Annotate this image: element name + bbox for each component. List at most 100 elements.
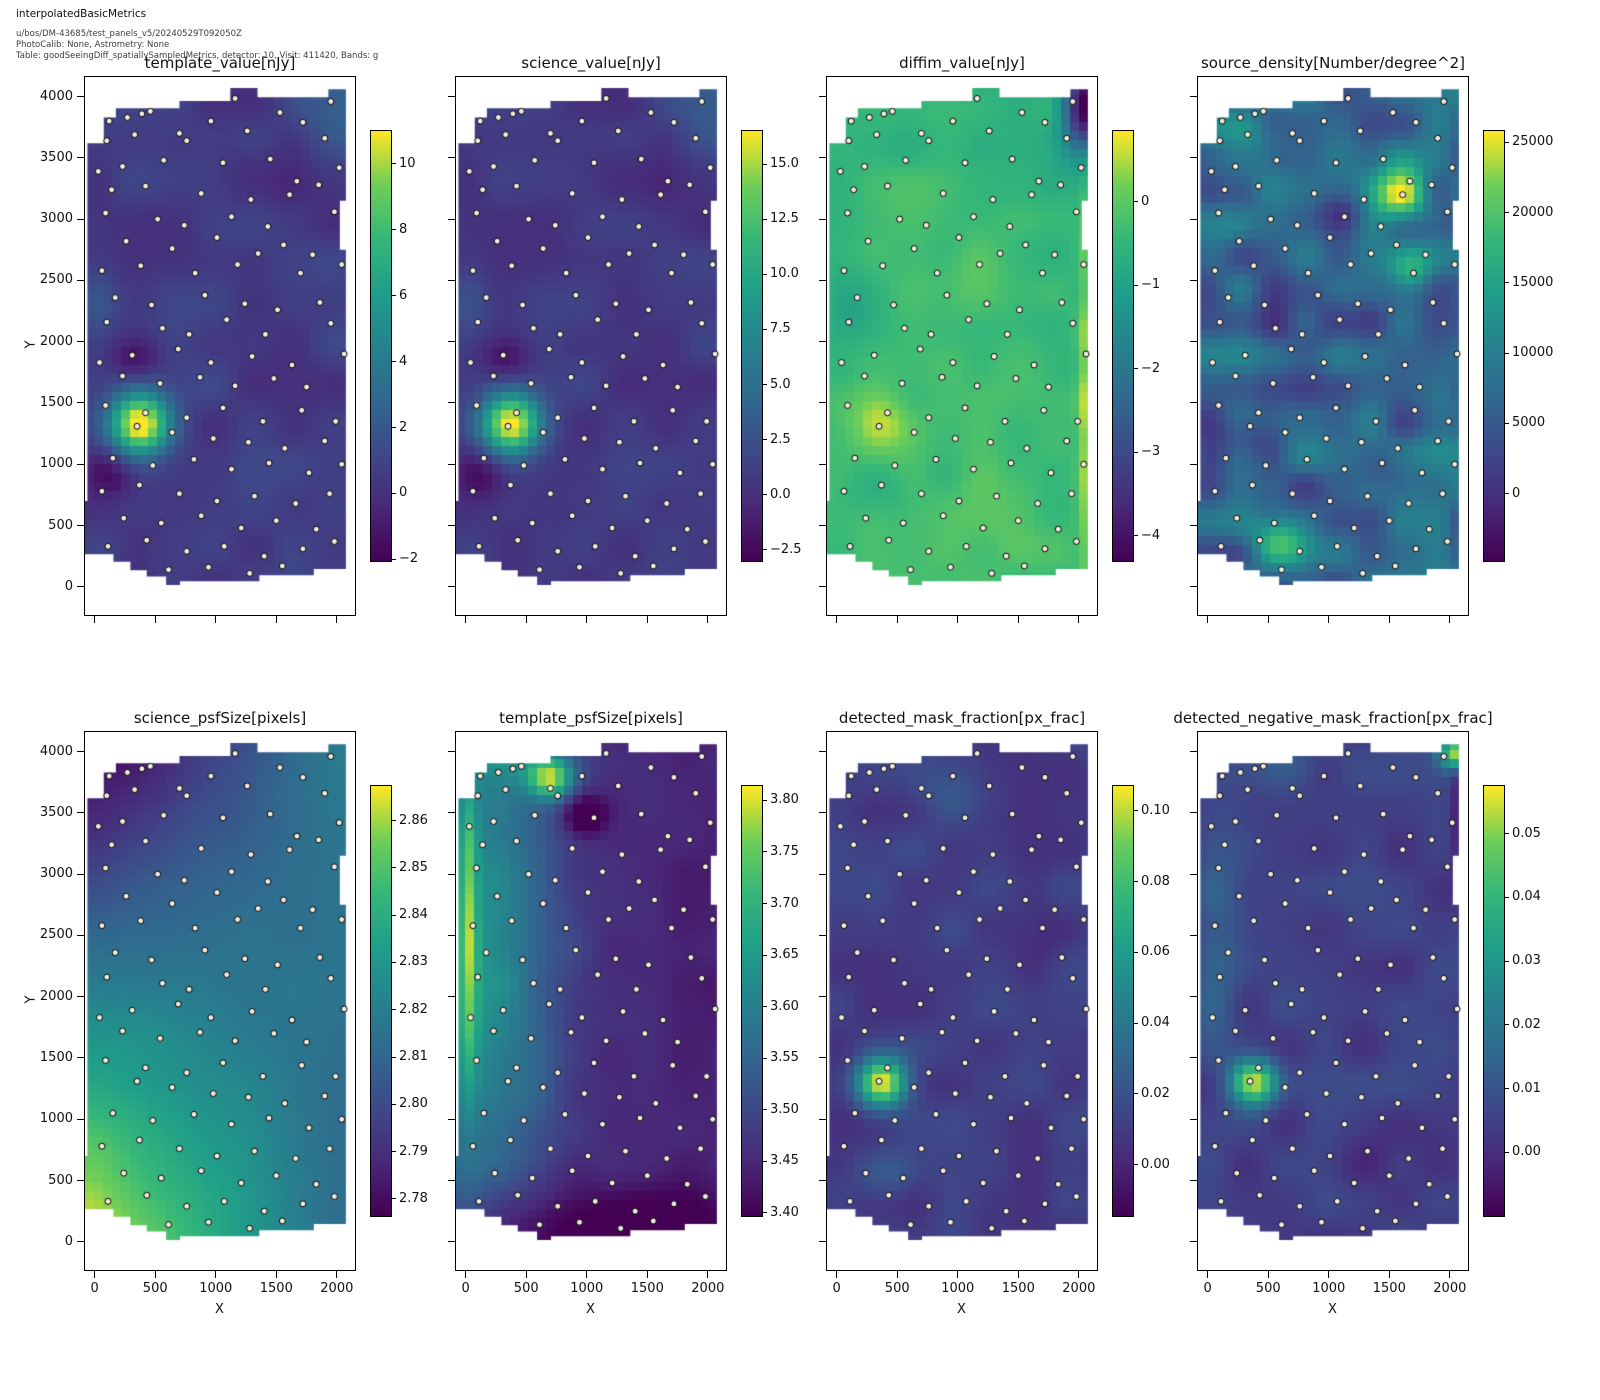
y-tick-mark [819, 463, 826, 465]
y-tick-mark [77, 1057, 84, 1059]
y-tick-mark [819, 96, 826, 98]
x-tick-label: 0 [1203, 1281, 1212, 1296]
colorbar-tick-label: −1 [1141, 277, 1161, 293]
y-tick-label: 1500 [39, 1049, 73, 1065]
subplot-title: diffim_value[nJy] [899, 54, 1025, 72]
colorbar-tick-mark [1134, 1022, 1138, 1024]
colorbar-tick-mark [1505, 422, 1509, 424]
y-tick-mark [819, 934, 826, 936]
x-tick-mark [896, 1271, 898, 1278]
y-tick-mark [819, 525, 826, 527]
colorbar-tick-label: 2.82 [399, 1001, 428, 1017]
subplot-title: source_density[Number/degree^2] [1200, 54, 1465, 72]
colorbar-tick-label: 10 [399, 155, 416, 171]
x-tick-mark [1328, 1271, 1330, 1278]
colorbar-tick-mark [1134, 810, 1138, 812]
y-tick-mark [819, 996, 826, 998]
subplot-title: science_value[nJy] [521, 54, 661, 72]
colorbar-tick-mark [763, 494, 767, 496]
x-tick-mark [646, 1271, 648, 1278]
colorbar-tick-label: 0.02 [1512, 1016, 1541, 1032]
colorbar-tick-mark [763, 218, 767, 220]
colorbar-tick-label: 2.5 [770, 431, 791, 447]
y-tick-mark [1190, 157, 1197, 159]
heatmap-canvas [455, 731, 727, 1271]
x-tick-mark [94, 1271, 96, 1278]
y-tick-mark [77, 463, 84, 465]
y-tick-mark [448, 402, 455, 404]
y-tick-mark [819, 341, 826, 343]
y-tick-mark [1190, 1118, 1197, 1120]
colorbar [1112, 130, 1134, 562]
colorbar-tick-mark [1505, 896, 1509, 898]
y-tick-mark [1190, 996, 1197, 998]
colorbar-tick-label: 15000 [1512, 274, 1554, 290]
x-tick-mark [1017, 616, 1019, 623]
colorbar-tick-label: 3.55 [770, 1050, 799, 1066]
colorbar-tick-label: 3.45 [770, 1153, 799, 1169]
y-tick-label: 0 [64, 1233, 73, 1249]
colorbar-tick-mark [1505, 141, 1509, 143]
colorbar-tick-mark [1505, 352, 1509, 354]
x-tick-label: 500 [142, 1281, 168, 1296]
x-tick-label: 500 [884, 1281, 910, 1296]
colorbar-tick-mark [1134, 951, 1138, 953]
y-tick-mark [77, 279, 84, 281]
y-tick-mark [77, 1118, 84, 1120]
y-tick-mark [448, 586, 455, 588]
y-tick-label: 1000 [39, 1111, 73, 1127]
heatmap-canvas [1197, 76, 1469, 616]
x-tick-label: 500 [1255, 1281, 1281, 1296]
subplot-title: template_psfSize[pixels] [499, 709, 683, 727]
x-tick-mark [154, 1271, 156, 1278]
y-tick-mark [448, 934, 455, 936]
x-tick-mark [1267, 1271, 1269, 1278]
x-tick-label: 0 [832, 1281, 841, 1296]
colorbar-tick-mark [763, 1057, 767, 1059]
colorbar-tick-mark [1505, 833, 1509, 835]
colorbar-tick-mark [1134, 201, 1138, 203]
y-tick-label: 2500 [39, 927, 73, 943]
x-tick-mark [1078, 616, 1080, 623]
colorbar-tick-label: 6 [399, 287, 408, 303]
x-tick-mark [525, 616, 527, 623]
y-tick-mark [77, 96, 84, 98]
y-tick-mark [448, 751, 455, 753]
x-tick-mark [1449, 1271, 1451, 1278]
colorbar-tick-label: 2.85 [399, 859, 428, 875]
colorbar-tick-label: 3.50 [770, 1101, 799, 1117]
colorbar-tick-label: −3 [1141, 444, 1161, 460]
colorbar-tick-label: 0.01 [1512, 1080, 1541, 1096]
y-tick-mark [1190, 218, 1197, 220]
x-tick-mark [465, 616, 467, 623]
colorbar [370, 785, 392, 1217]
colorbar-tick-label: −2.5 [770, 541, 802, 557]
colorbar-tick-mark [1134, 451, 1138, 453]
x-tick-label: 0 [461, 1281, 470, 1296]
x-tick-mark [836, 1271, 838, 1278]
colorbar-tick-label: 0.10 [1141, 802, 1170, 818]
colorbar-tick-mark [763, 851, 767, 853]
colorbar-tick-mark [392, 820, 396, 822]
colorbar-tick-mark [763, 439, 767, 441]
colorbar-tick-label: 0 [1512, 485, 1521, 501]
colorbar-tick-label: 5.0 [770, 376, 791, 392]
colorbar-tick-label: 2.78 [399, 1190, 428, 1206]
colorbar-tick-mark [392, 229, 396, 231]
y-tick-mark [1190, 1180, 1197, 1182]
y-tick-mark [1190, 1057, 1197, 1059]
colorbar-tick-label: −2 [1141, 360, 1161, 376]
colorbar [1483, 785, 1505, 1217]
colorbar-tick-mark [763, 384, 767, 386]
colorbar [1483, 130, 1505, 562]
y-tick-mark [448, 279, 455, 281]
heatmap-canvas [455, 76, 727, 616]
colorbar-tick-label: 8 [399, 221, 408, 237]
y-tick-mark [819, 218, 826, 220]
colorbar-tick-mark [763, 1212, 767, 1214]
colorbar-tick-label: 2 [399, 419, 408, 435]
x-tick-label: 2000 [1062, 1281, 1096, 1296]
y-tick-mark [819, 586, 826, 588]
colorbar-tick-mark [1505, 1088, 1509, 1090]
